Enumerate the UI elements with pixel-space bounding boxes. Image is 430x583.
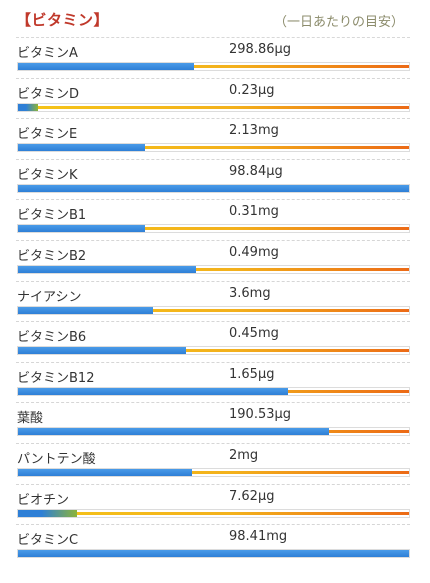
vitamin-row: ビタミンB6 0.45mg xyxy=(16,322,410,363)
vitamin-amount: 0.31mg xyxy=(229,204,279,220)
vitamin-name: パントテン酸 xyxy=(17,451,96,467)
daily-target-note: （一日あたりの目安） xyxy=(273,15,404,30)
intake-bar xyxy=(17,183,410,193)
daily-target-line xyxy=(18,105,409,109)
intake-bar-fill xyxy=(18,144,146,152)
intake-bar-fill xyxy=(18,63,194,70)
vitamin-amount: 3.6mg xyxy=(229,285,271,301)
intake-bar xyxy=(17,346,410,356)
daily-target-line xyxy=(18,146,409,150)
vitamin-list: ビタミンA 298.86μg ビタミンD 0.23μg ビタミンE 2.13mg ビタミンK… xyxy=(16,38,410,566)
daily-target-line xyxy=(18,308,409,312)
intake-bar-fill xyxy=(18,387,288,395)
vitamin-amount: 98.41mg xyxy=(229,529,288,545)
vitamin-name: ビタミンC xyxy=(17,533,79,549)
vitamin-amount: 0.49mg xyxy=(229,244,279,260)
header-divider xyxy=(16,37,410,38)
vitamin-amount: 7.62μg xyxy=(229,488,275,504)
vitamin-name: ビタミンB2 xyxy=(17,248,87,264)
daily-target-line xyxy=(18,470,409,474)
intake-bar-fill xyxy=(18,225,146,233)
vitamin-name: ビタミンB1 xyxy=(17,208,87,224)
vitamin-row: ビタミンB2 0.49mg xyxy=(16,241,410,282)
vitamin-row: ビタミンB1 0.31mg xyxy=(16,200,410,241)
intake-bar xyxy=(17,102,410,112)
vitamin-amount: 1.65μg xyxy=(229,366,275,382)
vitamin-amount: 2mg xyxy=(229,447,259,463)
vitamin-amount: 98.84μg xyxy=(229,163,283,179)
daily-target-line xyxy=(18,267,409,271)
daily-target-line xyxy=(18,511,409,515)
vitamin-row: ビタミンK 98.84μg xyxy=(16,160,410,201)
daily-target-line xyxy=(18,349,409,353)
vitamin-name: ビタミンK xyxy=(17,167,78,183)
vitamin-row: ビタミンA 298.86μg xyxy=(16,38,410,79)
vitamin-row: 葉酸 190.53μg xyxy=(16,403,410,444)
intake-bar-fill xyxy=(18,306,153,314)
vitamin-row: ビタミンC 98.41mg xyxy=(16,525,410,566)
intake-bar xyxy=(17,224,410,234)
intake-bar xyxy=(17,508,410,518)
intake-bar xyxy=(17,264,410,274)
vitamin-row: ビタミンD 0.23μg xyxy=(16,79,410,120)
intake-bar-fill xyxy=(18,509,77,517)
intake-bar-fill xyxy=(18,103,38,111)
vitamin-row: ビオチン 7.62μg xyxy=(16,485,410,526)
vitamin-name: ビオチン xyxy=(17,492,70,508)
intake-bar xyxy=(17,143,410,153)
intake-bar-fill xyxy=(18,428,329,436)
vitamin-amount: 2.13mg xyxy=(229,123,279,139)
vitamin-name: ビタミンA xyxy=(17,46,78,61)
intake-bar-fill xyxy=(18,184,409,192)
intake-bar-fill xyxy=(18,550,409,558)
vitamin-name: ビタミンD xyxy=(17,86,80,102)
vitamin-name: ビタミンE xyxy=(17,127,78,143)
intake-bar xyxy=(17,305,410,315)
daily-target-line xyxy=(18,227,409,231)
vitamin-amount: 0.45mg xyxy=(229,326,279,342)
daily-target-line xyxy=(18,65,409,68)
vitamin-name: 葉酸 xyxy=(17,411,44,427)
intake-bar xyxy=(17,62,410,71)
section-title: 【ビタミン】 xyxy=(16,11,110,29)
vitamin-row: ナイアシン 3.6mg xyxy=(16,282,410,323)
vitamin-row: パントテン酸 2mg xyxy=(16,444,410,485)
vitamin-row: ビタミンB12 1.65μg xyxy=(16,363,410,404)
intake-bar xyxy=(17,386,410,396)
vitamin-name: ビタミンB12 xyxy=(17,370,95,386)
vitamin-name: ナイアシン xyxy=(17,289,82,305)
vitamin-amount: 298.86μg xyxy=(229,42,292,57)
vitamin-row: ビタミンE 2.13mg xyxy=(16,119,410,160)
vitamin-name: ビタミンB6 xyxy=(17,330,87,346)
intake-bar-fill xyxy=(18,468,192,476)
intake-bar-fill xyxy=(18,265,196,273)
intake-bar xyxy=(17,467,410,477)
vitamin-amount: 190.53μg xyxy=(229,407,292,423)
intake-bar xyxy=(17,427,410,437)
vitamin-amount: 0.23μg xyxy=(229,82,275,98)
panel-header: 【ビタミン】 （一日あたりの目安） xyxy=(16,6,410,38)
intake-bar xyxy=(17,549,410,559)
intake-bar-fill xyxy=(18,347,187,355)
